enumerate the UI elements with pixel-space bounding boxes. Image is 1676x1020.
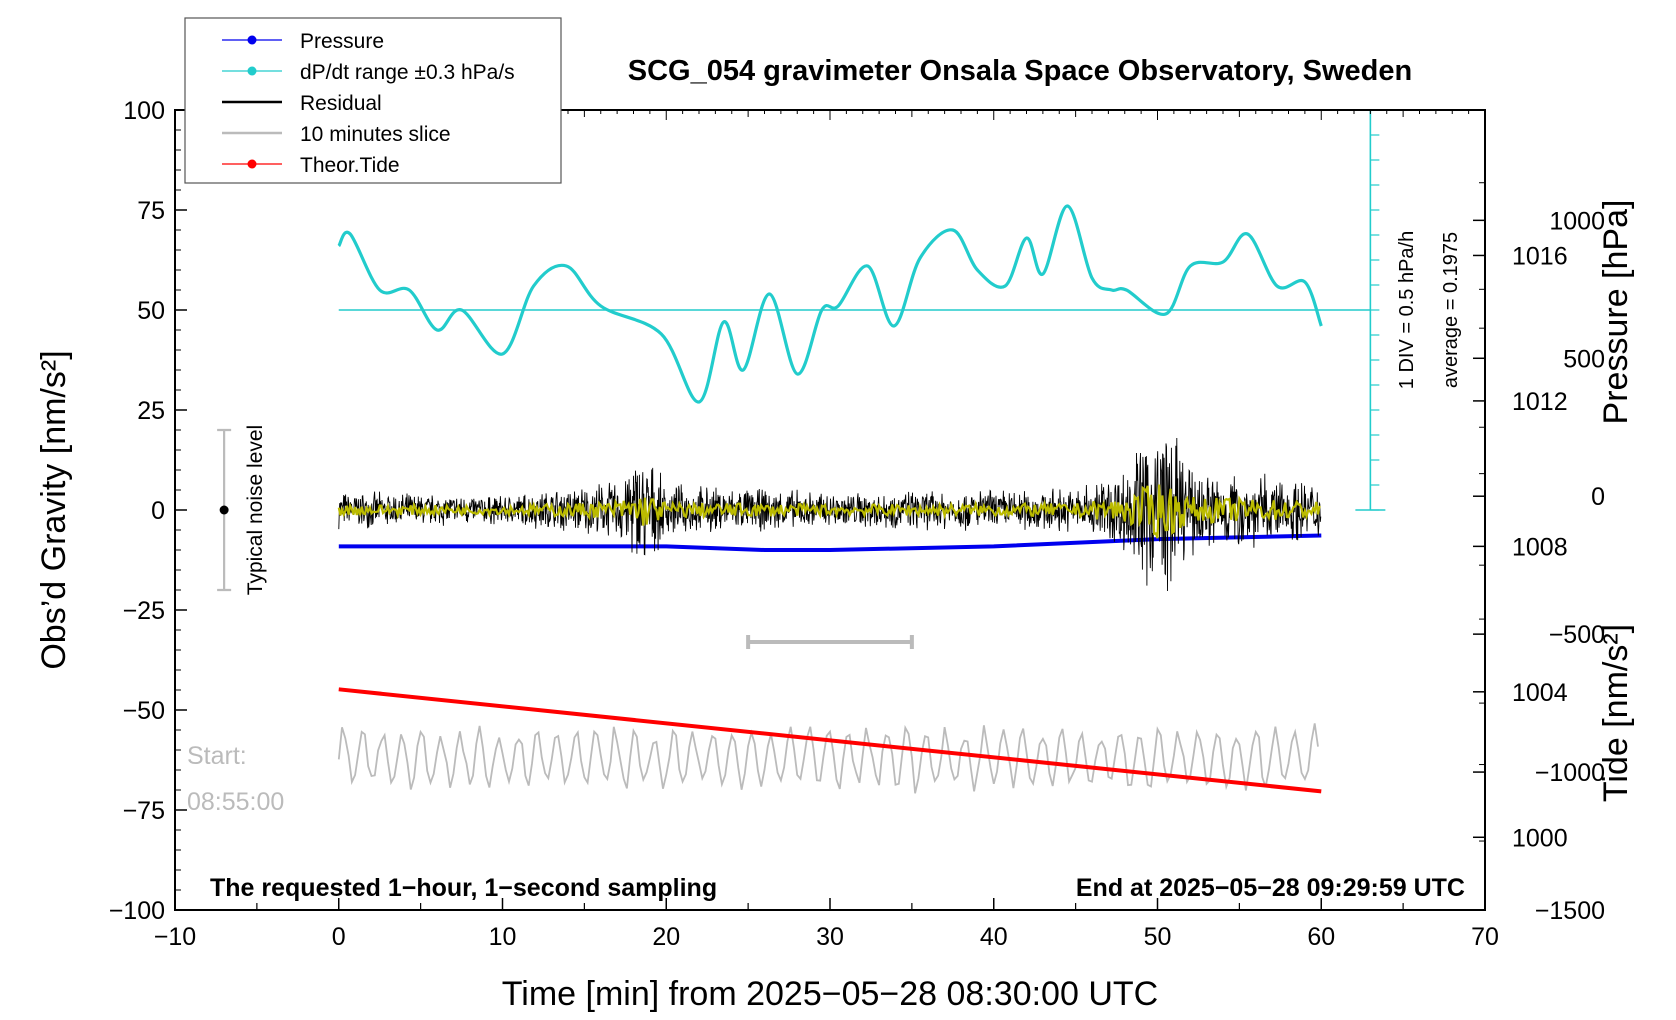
tide-tick-label: 500 [1563, 345, 1605, 373]
legend-marker [247, 159, 257, 169]
pressure-tick-label: 1000 [1512, 824, 1568, 852]
start-label: Start: [187, 742, 247, 770]
noise-level-marker [219, 505, 229, 515]
legend-box [184, 17, 562, 184]
legend-entry: dP/dt range ±0.3 hPa/s [222, 61, 515, 84]
x-tick-label: 60 [1307, 923, 1335, 951]
y-tick-label: −100 [109, 897, 165, 925]
x-tick-label: 40 [980, 923, 1008, 951]
slice-bracket [746, 635, 914, 649]
start-time-label: 08:55:00 [187, 788, 284, 816]
legend-entry: Pressure [222, 30, 384, 53]
ticks-layer: −10 0 10 20 30 40 50 60 70−100−75−50−25025507510… [109, 97, 1605, 951]
pressure-tick-label: 1008 [1512, 533, 1568, 561]
tide-tick-label: −1500 [1535, 897, 1605, 925]
legend-label: Pressure [300, 30, 384, 53]
legend-label: Theor.Tide [300, 154, 400, 177]
legend-items: Pressure dP/dt range ±0.3 hPa/s Residual 10… [222, 30, 515, 177]
legend-label: dP/dt range ±0.3 hPa/s [300, 61, 515, 84]
tide-tick-label: 0 [1591, 483, 1605, 511]
filtered-residual-series [337, 484, 1321, 539]
legend-label: Residual [300, 92, 382, 115]
x-tick-label: 0 [332, 923, 346, 951]
x-axis-title: Time [min] from 2025−05−28 08:30:00 UTC [502, 975, 1158, 1013]
slice-series [337, 723, 1319, 794]
legend-entry: 10 minutes slice [222, 123, 451, 146]
dpdt-series [337, 204, 1323, 404]
pressure-tick-label: 1004 [1512, 679, 1568, 707]
y-tick-label: 25 [137, 397, 165, 425]
series-layer [217, 109, 1386, 794]
pressure-tick-label: 1016 [1512, 242, 1568, 270]
y-tick-label: 100 [123, 97, 165, 125]
tide-series [338, 687, 1322, 794]
y-tick-label: 50 [137, 297, 165, 325]
legend-marker [247, 35, 257, 45]
tide-tick-label: 1000 [1549, 207, 1605, 235]
y-axis-pressure-title: Pressure [hPa] [1597, 200, 1635, 425]
y-tick-label: −25 [123, 597, 165, 625]
legend-entry: Residual [222, 92, 382, 115]
x-tick-label: 20 [652, 923, 680, 951]
x-tick-label: 10 [489, 923, 517, 951]
y-axis-left-title: Obs’d Gravity [nm/s²] [35, 350, 73, 669]
x-tick-label: 70 [1471, 923, 1499, 951]
y-tick-label: −75 [123, 797, 165, 825]
chart-title: SCG_054 gravimeter Onsala Space Observat… [628, 55, 1412, 87]
y-axis-tide-title: Tide [nm/s²] [1597, 624, 1635, 802]
legend-entry: Theor.Tide [222, 154, 400, 177]
pressure-tick-label: 1012 [1512, 388, 1568, 416]
x-tick-label: 30 [816, 923, 844, 951]
pressure-div-label: 1 DIV = 0.5 hPa/h [1396, 231, 1418, 389]
y-tick-label: 0 [151, 497, 165, 525]
tide-tick-label: −1000 [1535, 759, 1605, 787]
legend: Pressure dP/dt range ±0.3 hPa/s Residual 10… [184, 17, 562, 184]
y-tick-label: 75 [137, 197, 165, 225]
pressure-average-label: average = 0.1975 [1440, 232, 1462, 388]
sampling-note: The requested 1−hour, 1−second sampling [210, 874, 717, 902]
end-time-note: End at 2025−05−28 09:29:59 UTC [1076, 874, 1465, 902]
x-tick-label: −10 [154, 923, 196, 951]
tide-tick-label: −500 [1549, 621, 1605, 649]
legend-label: 10 minutes slice [300, 123, 451, 146]
pressure-series [338, 533, 1322, 552]
noise-level-label: Typical noise level [244, 425, 267, 595]
y-tick-label: −50 [123, 697, 165, 725]
legend-marker [247, 66, 257, 76]
x-tick-label: 50 [1144, 923, 1172, 951]
